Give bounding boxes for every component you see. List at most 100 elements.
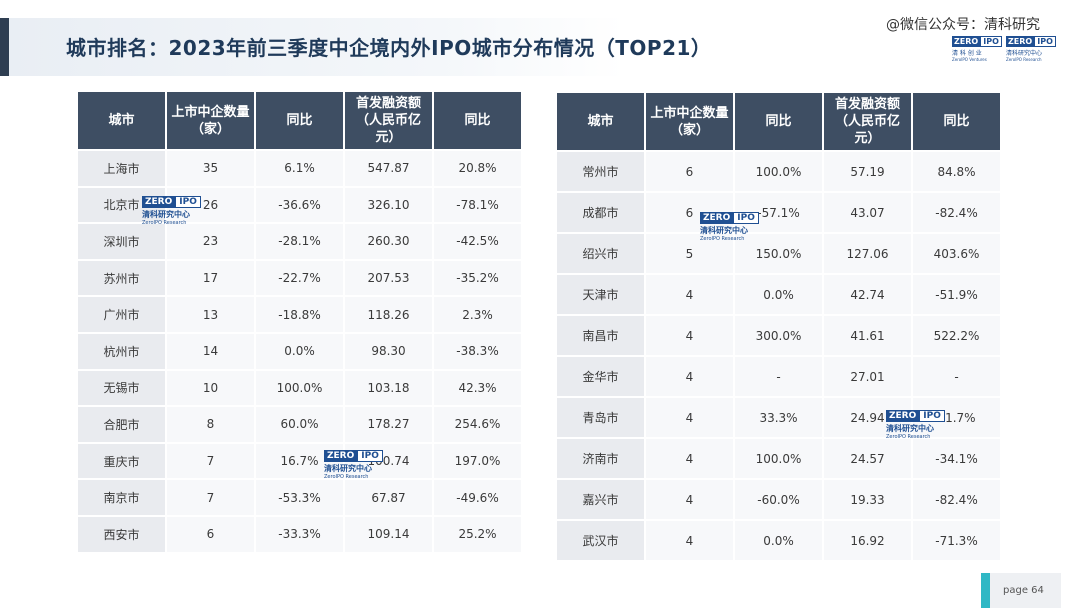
cell-listed-count: 35 — [167, 151, 254, 186]
cell-ipo-proceeds: 178.27 — [345, 407, 432, 442]
cell-yoy-proceeds: -71.3% — [913, 521, 1000, 560]
cell-city: 无锡市 — [78, 370, 165, 406]
cell-listed-count: 4 — [646, 439, 733, 478]
header-ipo-proceeds: 首发融资额（人民币亿元） — [345, 92, 432, 149]
page-accent-strip — [981, 573, 990, 608]
cell-listed-count: 26 — [167, 187, 254, 223]
cell-yoy-proceeds: 42.3% — [434, 370, 521, 406]
cell-ipo-proceeds: 98.30 — [345, 333, 432, 369]
table-row: 南昌市 4 300.0% 41.61 522.2% — [557, 316, 1000, 355]
title-band — [9, 18, 624, 76]
cell-yoy-proceeds: -34.1% — [913, 439, 1000, 478]
cell-ipo-proceeds: 326.10 — [345, 187, 432, 223]
cell-yoy-proceeds: -49.6% — [434, 480, 521, 515]
header-yoy-proceeds: 同比 — [434, 92, 521, 149]
cell-yoy-count: -22.7% — [256, 260, 343, 296]
page-title: 城市排名：2023年前三季度中企境内外IPO城市分布情况（TOP21） — [66, 36, 712, 60]
zeroipo-watermark: ZERO IPO 清科研究中心 ZeroIPO Research — [324, 450, 383, 482]
cell-listed-count: 7 — [167, 480, 254, 515]
cell-yoy-proceeds: 197.0% — [434, 443, 521, 479]
cell-listed-count: 4 — [646, 521, 733, 560]
table-row: 嘉兴市 4 -60.0% 19.33 -82.4% — [557, 480, 1000, 519]
cell-yoy-proceeds: 522.2% — [913, 316, 1000, 355]
cell-yoy-proceeds: -42.5% — [434, 224, 521, 259]
table-row: 青岛市 4 33.3% 24.94 21.7% — [557, 398, 1000, 437]
cell-ipo-proceeds: 118.26 — [345, 297, 432, 332]
cell-ipo-proceeds: 547.87 — [345, 151, 432, 186]
table-row: 广州市 13 -18.8% 118.26 2.3% — [78, 297, 521, 332]
cell-city: 西安市 — [78, 516, 165, 552]
table-row: 成都市 6 -57.1% 43.07 -82.4% — [557, 193, 1000, 232]
cell-yoy-proceeds: -82.4% — [913, 480, 1000, 519]
cell-yoy-proceeds: -38.3% — [434, 333, 521, 369]
cell-listed-count: 14 — [167, 333, 254, 369]
table-row: 苏州市 17 -22.7% 207.53 -35.2% — [78, 260, 521, 296]
table-row: 上海市 35 6.1% 547.87 20.8% — [78, 151, 521, 186]
table-row: 绍兴市 5 150.0% 127.06 403.6% — [557, 234, 1000, 273]
cell-yoy-proceeds: 403.6% — [913, 234, 1000, 273]
cell-yoy-proceeds: -78.1% — [434, 187, 521, 223]
cell-yoy-count: 150.0% — [735, 234, 822, 273]
cell-listed-count: 5 — [646, 234, 733, 273]
cell-city: 济南市 — [557, 439, 644, 478]
zeroipo-watermark: ZERO IPO 清科研究中心 ZeroIPO Research — [886, 410, 945, 442]
cell-yoy-count: 100.0% — [256, 370, 343, 406]
cell-ipo-proceeds: 57.19 — [824, 152, 911, 191]
table-row: 武汉市 4 0.0% 16.92 -71.3% — [557, 521, 1000, 560]
cell-yoy-count: -33.3% — [256, 516, 343, 552]
cell-listed-count: 8 — [167, 407, 254, 442]
cell-city: 嘉兴市 — [557, 480, 644, 519]
cell-listed-count: 23 — [167, 224, 254, 259]
header-listed-count: 上市中企数量（家） — [646, 93, 733, 150]
cell-yoy-proceeds: 84.8% — [913, 152, 1000, 191]
table-row: 天津市 4 0.0% 42.74 -51.9% — [557, 275, 1000, 314]
cell-city: 绍兴市 — [557, 234, 644, 273]
cell-yoy-count: 100.0% — [735, 152, 822, 191]
cell-yoy-proceeds: 2.3% — [434, 297, 521, 332]
table-row: 西安市 6 -33.3% 109.14 25.2% — [78, 516, 521, 552]
page-number-box — [981, 573, 1061, 608]
cell-ipo-proceeds: 41.61 — [824, 316, 911, 355]
cell-listed-count: 7 — [167, 443, 254, 479]
cell-yoy-proceeds: 20.8% — [434, 151, 521, 186]
table-row: 北京市 26 -36.6% 326.10 -78.1% — [78, 187, 521, 223]
cell-yoy-proceeds: 25.2% — [434, 516, 521, 552]
cell-yoy-count: -28.1% — [256, 224, 343, 259]
cell-listed-count: 6 — [646, 152, 733, 191]
cell-city: 杭州市 — [78, 333, 165, 369]
header-city: 城市 — [78, 92, 165, 149]
zeroipo-watermark: ZERO IPO 清科研究中心 ZeroIPO Research — [142, 196, 201, 228]
cell-yoy-count: 0.0% — [735, 275, 822, 314]
cell-ipo-proceeds: 16.92 — [824, 521, 911, 560]
cell-ipo-proceeds: 260.30 — [345, 224, 432, 259]
cell-ipo-proceeds: 67.87 — [345, 480, 432, 515]
cell-ipo-proceeds: 43.07 — [824, 193, 911, 232]
zeroipo-research-logo: ZERO IPO 清科研究中心 ZeroIPO Research — [1006, 36, 1056, 62]
cell-yoy-count: -36.6% — [256, 187, 343, 223]
cell-yoy-count: 0.0% — [735, 521, 822, 560]
cell-city: 武汉市 — [557, 521, 644, 560]
cell-city: 上海市 — [78, 151, 165, 186]
cell-yoy-count: 60.0% — [256, 407, 343, 442]
cell-ipo-proceeds: 207.53 — [345, 260, 432, 296]
cell-city: 青岛市 — [557, 398, 644, 437]
cell-yoy-count: 33.3% — [735, 398, 822, 437]
header-city: 城市 — [557, 93, 644, 150]
header-ipo-proceeds: 首发融资额（人民币亿元） — [824, 93, 911, 150]
cell-city: 南昌市 — [557, 316, 644, 355]
cell-listed-count: 13 — [167, 297, 254, 332]
table-row: 无锡市 10 100.0% 103.18 42.3% — [78, 370, 521, 406]
table-row: 重庆市 7 16.7% 100.74 197.0% — [78, 443, 521, 479]
cell-ipo-proceeds: 109.14 — [345, 516, 432, 552]
header-yoy-count: 同比 — [735, 93, 822, 150]
table-row: 南京市 7 -53.3% 67.87 -49.6% — [78, 480, 521, 515]
cell-listed-count: 6 — [167, 516, 254, 552]
table-row: 金华市 4-27.01- — [557, 357, 1000, 396]
cell-ipo-proceeds: 19.33 — [824, 480, 911, 519]
cell-yoy-count: -60.0% — [735, 480, 822, 519]
cell-yoy-proceeds: - — [913, 357, 1000, 396]
cell-ipo-proceeds: 24.57 — [824, 439, 911, 478]
table-row: 深圳市 23 -28.1% 260.30 -42.5% — [78, 224, 521, 259]
cell-yoy-count: -18.8% — [256, 297, 343, 332]
city-ranking-table-left: 城市 上市中企数量（家） 同比 首发融资额（人民币亿元） 同比 上海市 35 6.1… — [76, 90, 523, 554]
